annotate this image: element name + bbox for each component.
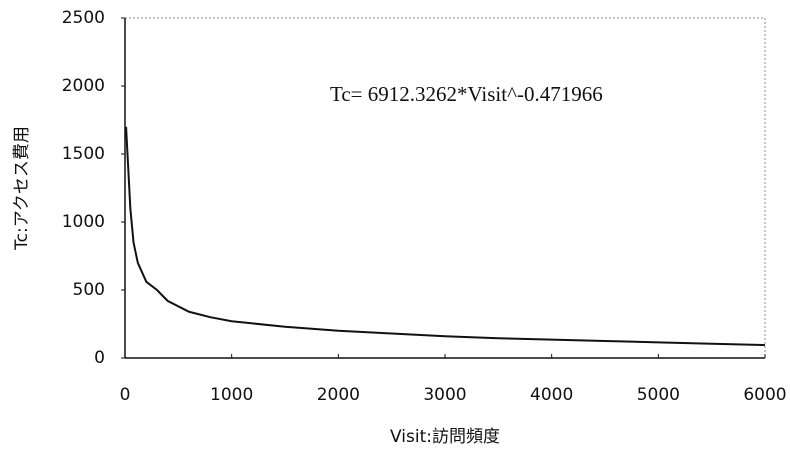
x-tick-label: 2000	[317, 385, 360, 405]
y-tick-label: 2000	[62, 76, 105, 96]
x-tick-label: 0	[120, 385, 131, 405]
x-tick-label: 1000	[210, 385, 253, 405]
x-tick-label: 3000	[423, 385, 466, 405]
y-tick-label: 2500	[62, 8, 105, 28]
x-tick-label: 4000	[530, 385, 573, 405]
x-axis-label: Visit:訪問頻度	[390, 427, 500, 447]
line	[125, 126, 766, 347]
y-tick-label: 1500	[62, 144, 105, 164]
y-tick-label: 1000	[62, 212, 105, 232]
y-tick-label: 0	[94, 348, 105, 368]
x-tick-label: 6000	[743, 385, 786, 405]
y-axis-label: Tc:アクセス費用	[12, 126, 32, 251]
annotation: Tc= 6912.3262*Visit^-0.471966	[330, 82, 603, 106]
y-tick-label: 500	[73, 280, 105, 300]
x-tick-label: 5000	[637, 385, 680, 405]
plot-frame	[124, 17, 766, 359]
